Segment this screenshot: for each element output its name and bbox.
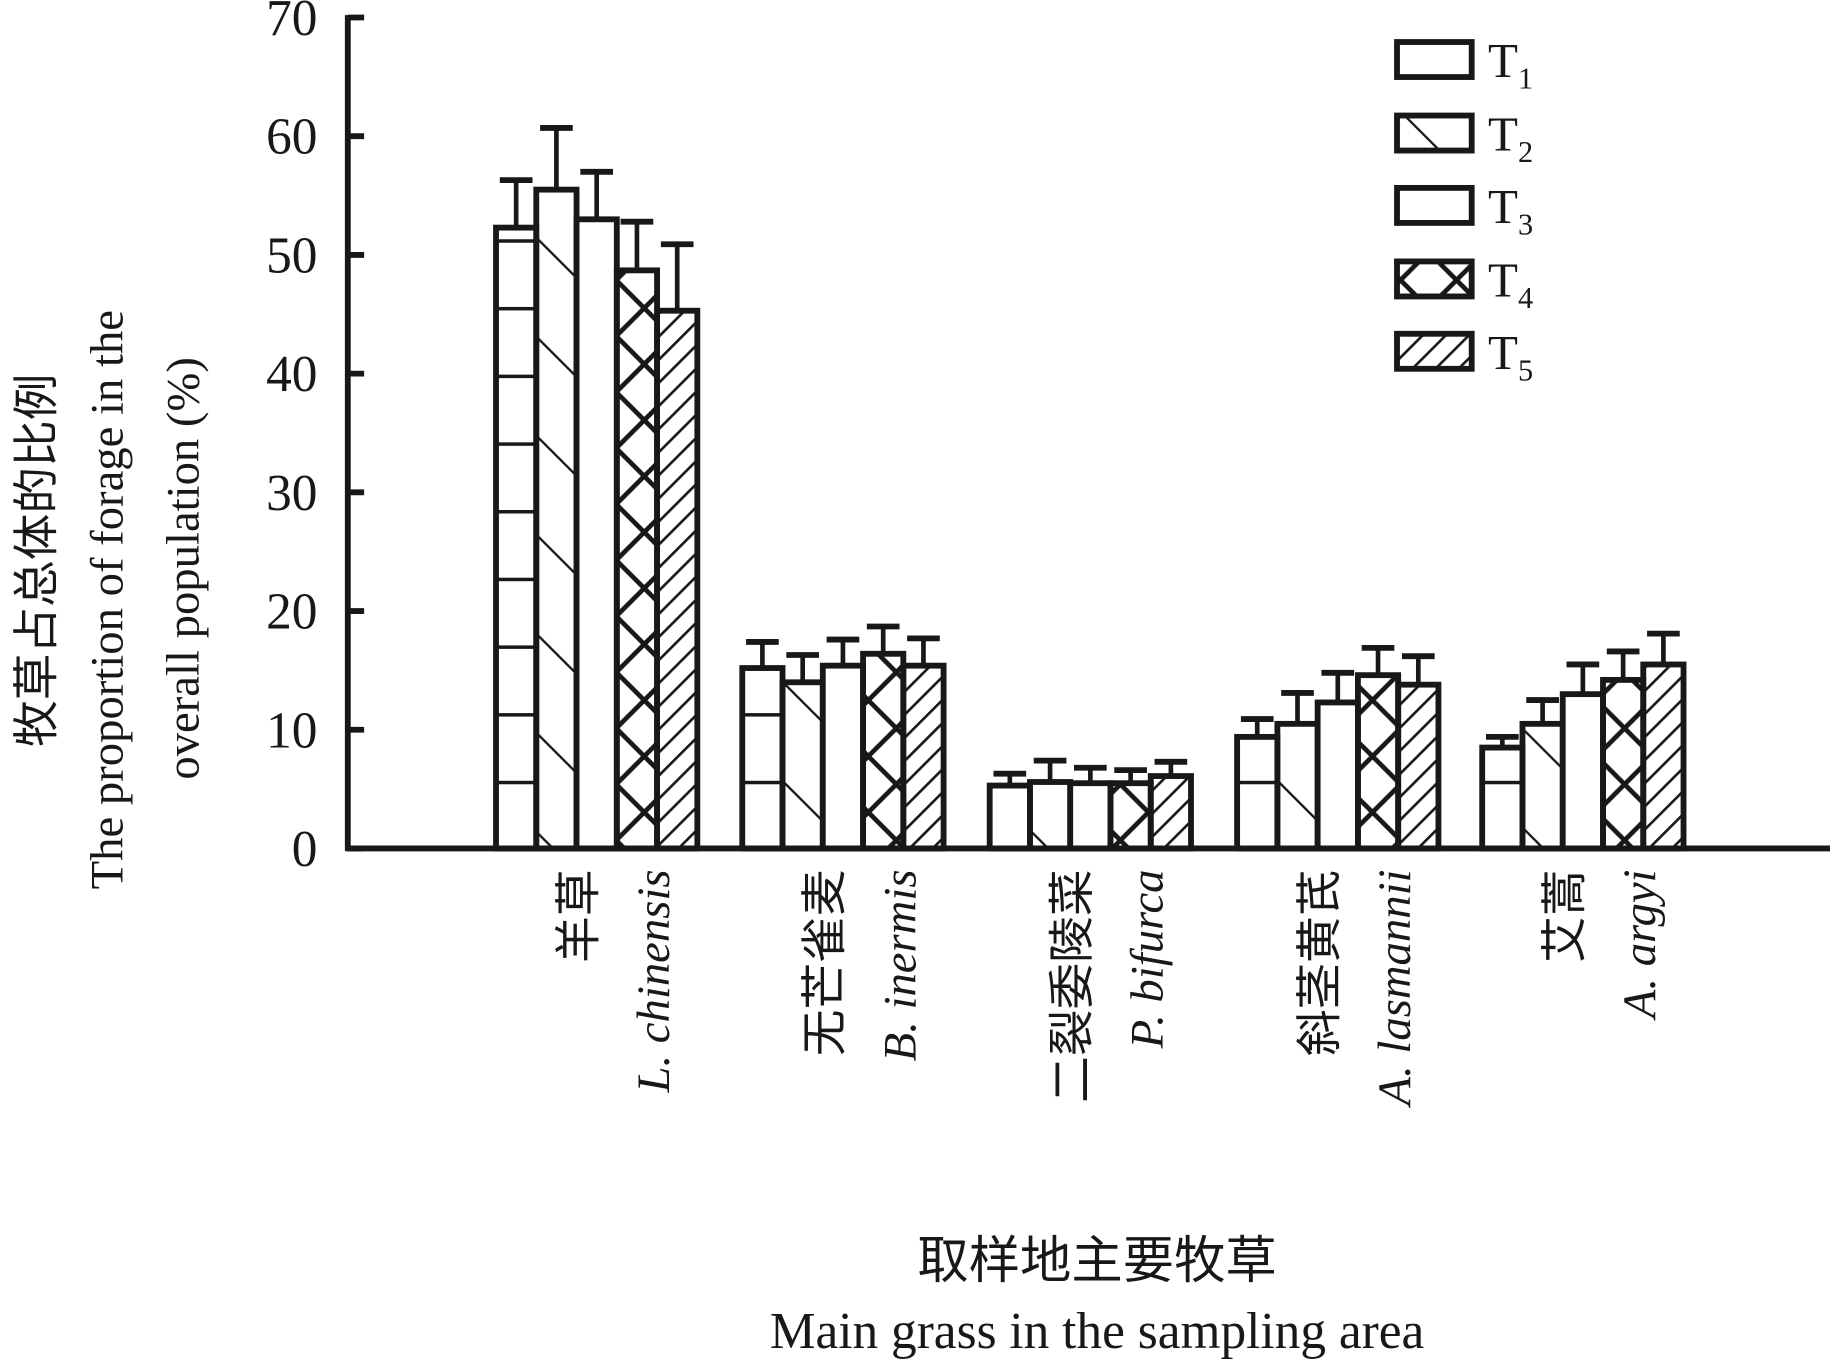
bar-T3-0 [573, 216, 620, 852]
y-axis-title-line-2: The proportion of forage in the [82, 310, 134, 889]
bar-T1-1 [739, 665, 786, 852]
bar-T4-4 [1600, 676, 1647, 852]
legend-swatch-T5 [1394, 330, 1475, 372]
y-tick-label: 50 [266, 227, 317, 284]
y-tick-label: 70 [266, 0, 317, 47]
y-tick-label: 20 [266, 584, 317, 641]
bar-T4-3 [1354, 672, 1402, 852]
y-axis-title-line-3: overall population (%) [157, 357, 209, 780]
category-label-cn: 二裂委陵菜 [1047, 869, 1099, 1102]
bar-T4-0 [613, 267, 660, 852]
category-label-latin: B. inermis [874, 869, 926, 1061]
y-tick-label: 60 [266, 109, 317, 166]
bar-T5-3 [1395, 681, 1442, 852]
bar-T5-2 [1147, 773, 1194, 852]
x-axis-title-line-2: Main grass in the sampling area [770, 1303, 1425, 1360]
bar-T5-1 [900, 662, 947, 852]
legend-label-T3: T3 [1488, 179, 1533, 242]
category-label-latin: A. lasmannii [1369, 869, 1421, 1108]
bar-T3-3 [1314, 699, 1361, 852]
y-tick-label: 10 [266, 702, 317, 759]
bar-T2-4 [1519, 720, 1566, 852]
y-tick-label: 0 [292, 821, 318, 878]
bar-T1-2 [986, 782, 1033, 852]
bar-T4-2 [1107, 780, 1154, 852]
category-label-cn: 羊草 [553, 869, 605, 962]
y-tick-label: 30 [266, 465, 317, 522]
category-labels: 羊草 L. chinensis 无芒雀麦 B. inermis 二裂委陵菜 P. bifu… [553, 869, 1666, 1108]
legend-label-T4: T4 [1488, 252, 1533, 315]
legend-swatch-T2 [1394, 112, 1475, 154]
legend-label-T5: T5 [1488, 325, 1533, 388]
bar-T3-1 [819, 662, 866, 852]
category-label-latin: A. argyi [1614, 869, 1666, 1021]
category-label-latin: L. chinensis [628, 869, 680, 1093]
bars [493, 124, 1687, 852]
category-label-latin: P. bifurca [1122, 869, 1174, 1049]
bar-T1-0 [493, 224, 540, 852]
legend-swatch-T4 [1394, 258, 1475, 300]
bar-T5-0 [654, 307, 701, 852]
bar-T2-1 [779, 679, 826, 852]
bar-T2-3 [1274, 720, 1321, 852]
category-label-cn: 无芒雀麦 [800, 869, 852, 1056]
category-label-cn: 斜茎黄芪 [1294, 869, 1346, 1056]
bar-T2-0 [533, 186, 580, 852]
y-tick-label: 40 [266, 346, 317, 403]
y-axis-title: 牧草占总体的比例 The proportion of forage in the… [12, 310, 210, 889]
x-axis-title-line-1: 取样地主要牧草 [917, 1233, 1276, 1290]
bar-T3-2 [1067, 780, 1114, 852]
legend-swatch-T1 [1394, 39, 1475, 80]
bar-T3-4 [1559, 691, 1606, 852]
legend-label-T1: T1 [1488, 33, 1533, 96]
bar-T2-2 [1027, 779, 1074, 852]
category-label-cn: 艾蒿 [1540, 869, 1592, 962]
bar-T1-4 [1479, 744, 1526, 852]
legend-swatch-T3 [1394, 184, 1475, 226]
y-axis: 0 10 20 30 40 50 60 70 [266, 0, 365, 878]
bar-T1-3 [1234, 733, 1281, 852]
y-axis-title-line-1: 牧草占总体的比例 [12, 374, 64, 747]
legend: T1 T2 T3 T4 T5 [1394, 33, 1533, 388]
legend-label-T2: T2 [1488, 107, 1533, 170]
bar-T4-1 [860, 650, 907, 852]
bar-T5-4 [1640, 661, 1687, 852]
